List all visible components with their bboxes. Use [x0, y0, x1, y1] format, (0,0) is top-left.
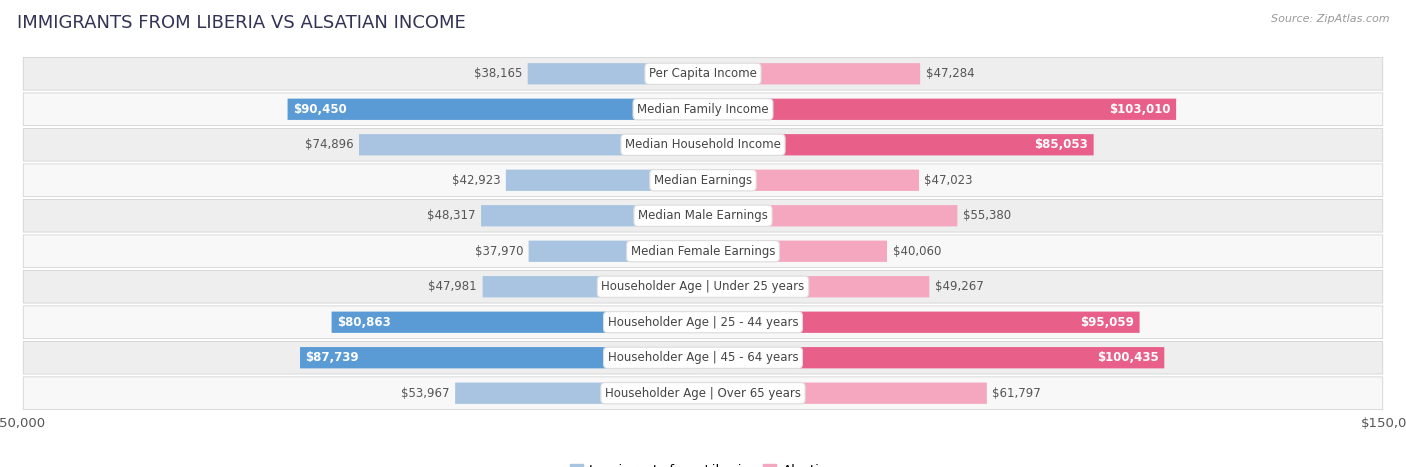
- FancyBboxPatch shape: [24, 199, 1382, 232]
- Text: $87,739: $87,739: [305, 351, 359, 364]
- FancyBboxPatch shape: [288, 99, 703, 120]
- FancyBboxPatch shape: [703, 311, 1140, 333]
- Text: $55,380: $55,380: [963, 209, 1011, 222]
- Text: $103,010: $103,010: [1109, 103, 1171, 116]
- FancyBboxPatch shape: [703, 134, 1094, 156]
- FancyBboxPatch shape: [24, 235, 1382, 268]
- FancyBboxPatch shape: [703, 382, 987, 404]
- FancyBboxPatch shape: [24, 57, 1382, 90]
- FancyBboxPatch shape: [359, 134, 703, 156]
- FancyBboxPatch shape: [299, 347, 703, 368]
- Text: $37,970: $37,970: [475, 245, 523, 258]
- Text: $100,435: $100,435: [1097, 351, 1159, 364]
- Text: Householder Age | 45 - 64 years: Householder Age | 45 - 64 years: [607, 351, 799, 364]
- Text: Householder Age | 25 - 44 years: Householder Age | 25 - 44 years: [607, 316, 799, 329]
- Text: $42,923: $42,923: [451, 174, 501, 187]
- Text: Source: ZipAtlas.com: Source: ZipAtlas.com: [1271, 14, 1389, 24]
- Text: $53,967: $53,967: [401, 387, 450, 400]
- Text: $48,317: $48,317: [427, 209, 475, 222]
- Legend: Immigrants from Liberia, Alsatian: Immigrants from Liberia, Alsatian: [564, 459, 842, 467]
- Text: Per Capita Income: Per Capita Income: [650, 67, 756, 80]
- Text: $61,797: $61,797: [993, 387, 1040, 400]
- FancyBboxPatch shape: [703, 241, 887, 262]
- Text: $38,165: $38,165: [474, 67, 522, 80]
- Text: $49,267: $49,267: [935, 280, 984, 293]
- FancyBboxPatch shape: [703, 205, 957, 226]
- Text: $74,896: $74,896: [305, 138, 353, 151]
- FancyBboxPatch shape: [703, 276, 929, 297]
- Text: Median Earnings: Median Earnings: [654, 174, 752, 187]
- Text: $95,059: $95,059: [1080, 316, 1135, 329]
- FancyBboxPatch shape: [24, 306, 1382, 339]
- Text: $85,053: $85,053: [1035, 138, 1088, 151]
- FancyBboxPatch shape: [506, 170, 703, 191]
- FancyBboxPatch shape: [703, 347, 1164, 368]
- Text: $47,981: $47,981: [429, 280, 477, 293]
- Text: Median Family Income: Median Family Income: [637, 103, 769, 116]
- FancyBboxPatch shape: [529, 241, 703, 262]
- FancyBboxPatch shape: [703, 99, 1175, 120]
- Text: $80,863: $80,863: [337, 316, 391, 329]
- FancyBboxPatch shape: [703, 170, 920, 191]
- FancyBboxPatch shape: [24, 270, 1382, 303]
- Text: $90,450: $90,450: [292, 103, 347, 116]
- Text: IMMIGRANTS FROM LIBERIA VS ALSATIAN INCOME: IMMIGRANTS FROM LIBERIA VS ALSATIAN INCO…: [17, 14, 465, 32]
- FancyBboxPatch shape: [482, 276, 703, 297]
- Text: $40,060: $40,060: [893, 245, 941, 258]
- Text: $47,284: $47,284: [925, 67, 974, 80]
- Text: Householder Age | Over 65 years: Householder Age | Over 65 years: [605, 387, 801, 400]
- FancyBboxPatch shape: [456, 382, 703, 404]
- FancyBboxPatch shape: [527, 63, 703, 85]
- FancyBboxPatch shape: [24, 164, 1382, 197]
- Text: Median Female Earnings: Median Female Earnings: [631, 245, 775, 258]
- FancyBboxPatch shape: [332, 311, 703, 333]
- FancyBboxPatch shape: [24, 377, 1382, 410]
- Text: Median Household Income: Median Household Income: [626, 138, 780, 151]
- Text: Median Male Earnings: Median Male Earnings: [638, 209, 768, 222]
- Text: $47,023: $47,023: [925, 174, 973, 187]
- FancyBboxPatch shape: [24, 341, 1382, 374]
- FancyBboxPatch shape: [24, 93, 1382, 126]
- FancyBboxPatch shape: [481, 205, 703, 226]
- FancyBboxPatch shape: [703, 63, 920, 85]
- Text: Householder Age | Under 25 years: Householder Age | Under 25 years: [602, 280, 804, 293]
- FancyBboxPatch shape: [24, 128, 1382, 161]
